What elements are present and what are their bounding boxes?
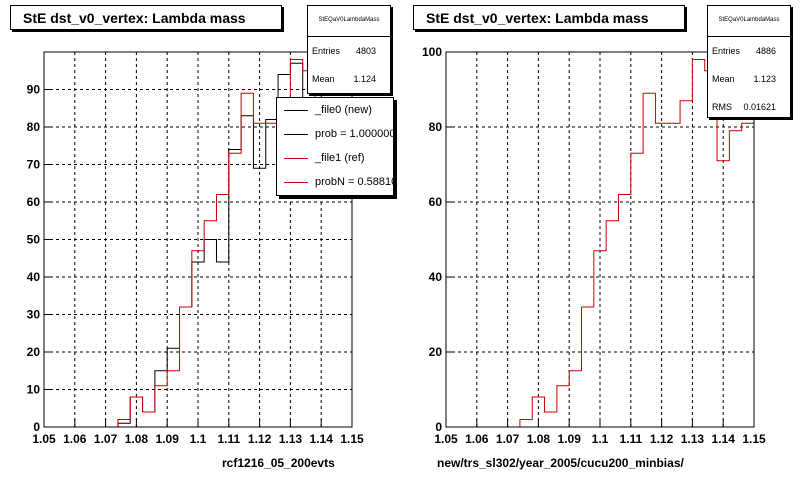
left-stats-entries-label: Entries — [312, 46, 341, 56]
right-stats-box: StEQaV0LambdaMass Entries 4886 Mean 1.12… — [707, 5, 791, 118]
left-stats-header: StEQaV0LambdaMass — [308, 6, 390, 37]
right-stats-mean: Mean 1.123 — [708, 65, 790, 93]
legend-entry-prob: prob = 1.000000 — [277, 122, 393, 146]
right-y-tick-label: 40 — [429, 270, 443, 284]
right-stats-mean-value: 1.123 — [753, 74, 776, 84]
right-stats-entries-label: Entries — [712, 46, 741, 56]
left-series-b-line — [44, 59, 352, 428]
left-x-tick-label: 1.13 — [279, 432, 303, 446]
left-plot: 1.05 1.06 1.07 1.08 1.09 1.1 1.11 1.12 1.13 1.14 1… — [27, 51, 364, 446]
legend-swatch-probn — [284, 182, 308, 183]
left-x-tick-label: 1.1 — [190, 432, 207, 446]
right-x-tick-label: 1.11 — [619, 432, 642, 446]
right-x-tick-label: 1.06 — [465, 432, 489, 446]
left-stats-mean: Mean 1.124 — [308, 65, 390, 93]
left-x-tick-label: 1.06 — [63, 432, 87, 446]
right-stats-entries-value: 4886 — [755, 46, 776, 56]
right-plot: 1.05 1.06 1.07 1.08 1.09 1.1 1.11 1.12 1.13 1.14 1… — [422, 45, 766, 446]
left-x-tick-label: 1.12 — [248, 432, 272, 446]
left-y-tick-label: 50 — [27, 233, 41, 247]
legend-swatch-prob — [284, 134, 308, 135]
legend: _file0 (new) prob = 1.000000 _file1 (ref… — [276, 97, 394, 196]
right-x-tick-label: 1.1 — [592, 432, 609, 446]
right-stats-rms-value: 0.01621 — [743, 102, 776, 112]
left-x-tick-label: 1.09 — [156, 432, 180, 446]
left-y-tick-label: 90 — [27, 83, 41, 97]
right-chart-title: StE dst_v0_vertex: Lambda mass — [413, 5, 685, 30]
legend-text-file1: _file1 (ref) — [315, 152, 365, 164]
left-series-a-line — [44, 62, 352, 428]
left-stats-entries-value: 4803 — [355, 46, 376, 56]
left-y-tick-label: 40 — [27, 270, 41, 284]
left-x-axis-title: rcf1216_05_200evts — [222, 456, 335, 470]
right-x-tick-label: 1.14 — [712, 432, 736, 446]
right-x-tick-label: 1.15 — [742, 432, 766, 446]
right-stats-rms: RMS 0.01621 — [708, 93, 790, 121]
right-stats-entries: Entries 4886 — [708, 37, 790, 65]
right-x-tick-label: 1.05 — [434, 432, 458, 446]
right-chart-title-text: StE dst_v0_vertex: Lambda mass — [426, 10, 649, 26]
right-x-axis-title: new/trs_sl302/year_2005/cucu200_minbias/ — [437, 456, 684, 470]
legend-swatch-file0 — [284, 110, 308, 111]
left-y-tick-label: 70 — [27, 158, 41, 172]
right-stats-mean-label: Mean — [712, 74, 735, 84]
left-x-tick-label: 1.07 — [94, 432, 118, 446]
legend-entry-probn: probN = 0.588109 — [277, 170, 393, 194]
left-y-tick-label: 0 — [33, 420, 40, 434]
right-y-tick-label: 60 — [429, 195, 443, 209]
right-stats-rms-label: RMS — [712, 102, 732, 112]
right-x-tick-label: 1.07 — [496, 432, 520, 446]
left-x-tick-label: 1.05 — [32, 432, 56, 446]
left-chart-title: StE dst_v0_vertex: Lambda mass — [10, 5, 282, 30]
left-stats-mean-value: 1.124 — [353, 74, 376, 84]
right-y-tick-label: 100 — [422, 45, 442, 59]
left-y-tick-label: 20 — [27, 345, 41, 359]
right-y-tick-label: 0 — [435, 420, 442, 434]
legend-text-prob: prob = 1.000000 — [315, 128, 394, 140]
left-y-tick-label: 10 — [27, 383, 41, 397]
right-y-tick-label: 20 — [429, 345, 443, 359]
left-chart-title-text: StE dst_v0_vertex: Lambda mass — [23, 10, 246, 26]
left-x-tick-label: 1.15 — [340, 432, 364, 446]
legend-swatch-file1 — [284, 158, 308, 159]
right-stats-header: StEQaV0LambdaMass — [708, 6, 790, 37]
right-x-tick-label: 1.08 — [527, 432, 551, 446]
left-stats-box: StEQaV0LambdaMass Entries 4803 Mean 1.12… — [307, 5, 391, 94]
right-series-a-line — [446, 59, 754, 428]
left-x-tick-label: 1.14 — [310, 432, 334, 446]
right-x-tick-label: 1.13 — [681, 432, 705, 446]
left-stats-mean-label: Mean — [312, 74, 335, 84]
left-x-tick-label: 1.08 — [125, 432, 149, 446]
legend-entry-file1: _file1 (ref) — [277, 146, 393, 170]
left-stats-entries: Entries 4803 — [308, 37, 390, 65]
right-x-tick-label: 1.12 — [650, 432, 674, 446]
left-y-tick-label: 30 — [27, 308, 41, 322]
legend-text-file0: _file0 (new) — [315, 104, 372, 116]
left-y-tick-label: 80 — [27, 120, 41, 134]
legend-text-probn: probN = 0.588109 — [315, 176, 393, 188]
left-x-tick-label: 1.11 — [217, 432, 240, 446]
right-y-tick-label: 80 — [429, 120, 443, 134]
right-x-tick-label: 1.09 — [558, 432, 582, 446]
legend-entry-file0: _file0 (new) — [277, 98, 393, 122]
left-y-tick-label: 60 — [27, 195, 41, 209]
